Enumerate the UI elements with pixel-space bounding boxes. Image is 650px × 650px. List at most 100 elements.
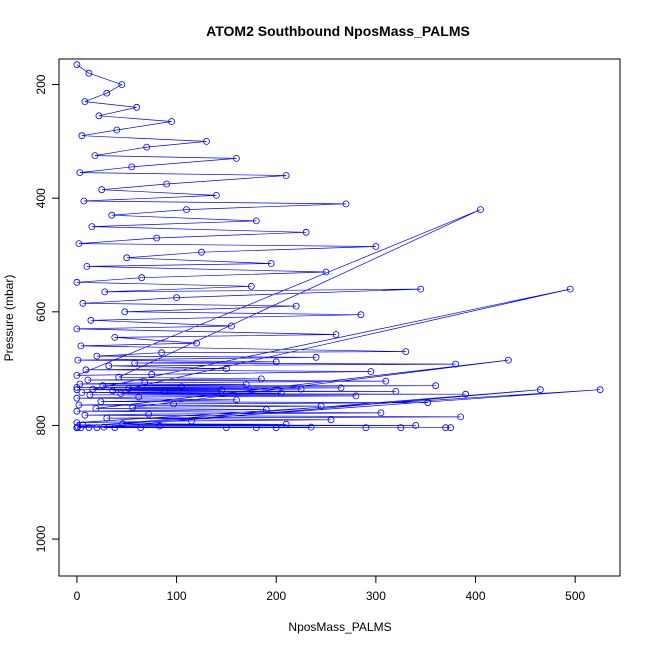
data-point bbox=[76, 169, 84, 177]
data-point bbox=[98, 186, 106, 194]
data-point bbox=[73, 424, 81, 432]
data-point bbox=[307, 423, 315, 431]
data-point bbox=[75, 240, 83, 248]
data-point bbox=[87, 316, 95, 324]
data-point bbox=[173, 294, 181, 302]
data-point bbox=[141, 379, 149, 387]
data-point bbox=[74, 356, 82, 364]
data-point bbox=[372, 243, 380, 250]
x-tick-label: 400 bbox=[465, 589, 485, 603]
data-point bbox=[312, 353, 320, 361]
data-point bbox=[91, 152, 99, 160]
data-point bbox=[78, 389, 86, 396]
data-point bbox=[161, 388, 169, 396]
data-point bbox=[80, 197, 88, 205]
data-point bbox=[74, 423, 82, 431]
data-point bbox=[252, 217, 260, 225]
data-point bbox=[135, 393, 143, 401]
data-point bbox=[73, 325, 81, 333]
data-point bbox=[417, 285, 425, 293]
data-point bbox=[352, 392, 360, 400]
data-point bbox=[81, 411, 89, 419]
data-point bbox=[73, 61, 81, 69]
data-point bbox=[99, 382, 107, 390]
data-point bbox=[77, 342, 85, 350]
data-point bbox=[163, 180, 171, 188]
data-point bbox=[222, 365, 230, 373]
x-axis-label: NposMass_PALMS bbox=[288, 620, 391, 634]
y-tick-label: 200 bbox=[34, 74, 48, 94]
data-point bbox=[125, 385, 133, 392]
data-point bbox=[73, 278, 81, 286]
data-point bbox=[222, 424, 230, 432]
data-point bbox=[327, 416, 335, 424]
data-point bbox=[73, 371, 81, 379]
data-point bbox=[95, 112, 103, 120]
data-point bbox=[73, 394, 81, 402]
data-point bbox=[282, 172, 290, 179]
data-point bbox=[85, 69, 93, 77]
data-point bbox=[86, 391, 94, 399]
data-point bbox=[462, 390, 470, 398]
data-point bbox=[262, 406, 270, 413]
data-point bbox=[131, 359, 139, 367]
data-point bbox=[145, 410, 153, 418]
data-point bbox=[267, 260, 275, 267]
data-point bbox=[156, 422, 164, 430]
data-point bbox=[536, 386, 544, 394]
data-point bbox=[452, 360, 460, 368]
data-point bbox=[148, 370, 156, 378]
y-axis-label: Pressure (mbar) bbox=[2, 275, 16, 362]
data-point bbox=[188, 417, 195, 425]
data-point bbox=[227, 322, 235, 330]
data-point bbox=[81, 98, 89, 105]
data-point bbox=[97, 398, 105, 406]
data-point bbox=[242, 381, 250, 388]
data-point bbox=[247, 282, 255, 290]
data-point bbox=[117, 390, 125, 398]
data-point bbox=[73, 407, 81, 415]
data-point bbox=[113, 126, 121, 134]
x-axis: 0 100 200 300 400 500 bbox=[74, 576, 585, 603]
data-point bbox=[158, 349, 166, 357]
data-point bbox=[77, 424, 85, 432]
data-point bbox=[412, 421, 420, 429]
data-point bbox=[457, 413, 465, 421]
series-line bbox=[76, 64, 601, 429]
data-point bbox=[203, 137, 210, 145]
data-point bbox=[277, 389, 285, 397]
data-point bbox=[596, 386, 604, 394]
data-point bbox=[252, 424, 260, 432]
data-point bbox=[73, 383, 81, 391]
data-point bbox=[193, 339, 200, 347]
data-point bbox=[79, 299, 87, 307]
data-point bbox=[93, 424, 101, 432]
data-point bbox=[402, 348, 410, 356]
data-point bbox=[108, 211, 116, 219]
data-point bbox=[93, 352, 101, 360]
data-point bbox=[168, 118, 176, 125]
data-point bbox=[88, 223, 96, 231]
data-point bbox=[143, 143, 151, 151]
data-point bbox=[170, 400, 178, 408]
data-point bbox=[292, 302, 300, 310]
y-axis: 200 400 600 800 1000 bbox=[34, 74, 59, 552]
data-point bbox=[118, 81, 126, 88]
plot-frame bbox=[58, 58, 621, 577]
data-point bbox=[100, 423, 108, 431]
data-point bbox=[115, 373, 123, 381]
data-point bbox=[101, 288, 109, 296]
data-point bbox=[337, 384, 345, 392]
x-tick-label: 200 bbox=[266, 589, 286, 603]
data-point bbox=[357, 311, 365, 319]
data-point bbox=[78, 132, 86, 140]
data-point bbox=[424, 399, 432, 407]
data-point bbox=[73, 386, 81, 394]
data-point bbox=[89, 385, 97, 393]
data-point bbox=[137, 424, 145, 432]
data-point bbox=[153, 234, 161, 242]
data-point bbox=[332, 331, 340, 338]
data-point bbox=[322, 268, 330, 276]
chart-title: ATOM2 Southbound NposMass_PALMS bbox=[206, 23, 470, 39]
data-marks bbox=[73, 61, 604, 432]
